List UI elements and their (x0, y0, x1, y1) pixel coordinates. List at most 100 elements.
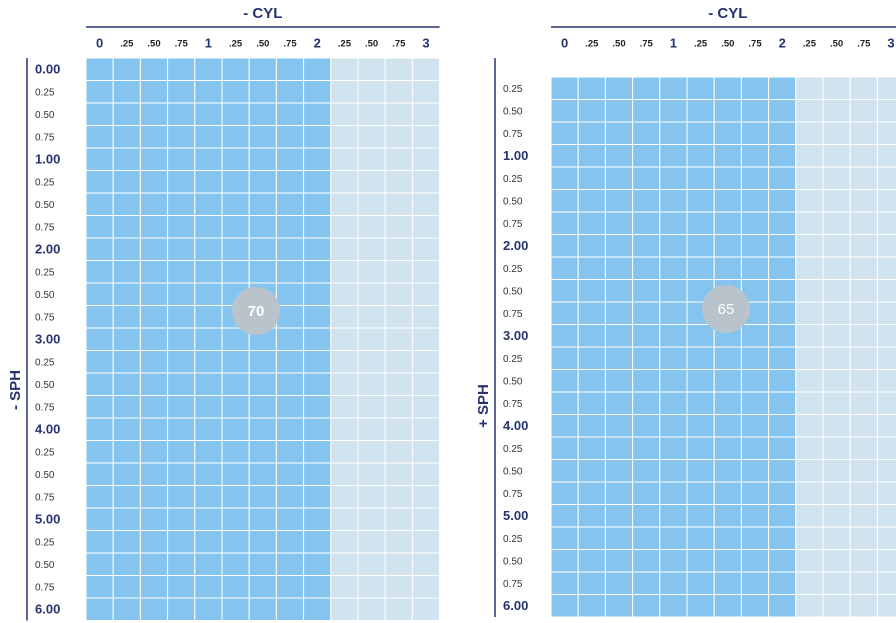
cell (550, 594, 579, 618)
cell (303, 395, 332, 419)
row-label: 0.25 (35, 357, 55, 368)
column-label: .75 (392, 39, 406, 50)
cell (221, 552, 250, 576)
cell (686, 549, 715, 573)
cell (768, 504, 797, 528)
cell (167, 170, 196, 194)
cell (167, 440, 196, 464)
cell (849, 549, 878, 573)
cell (659, 594, 688, 618)
cell (85, 125, 114, 149)
row-label: 0.25 (35, 267, 55, 278)
cell (849, 121, 878, 145)
cell (112, 282, 141, 306)
row-label: 4.00 (503, 418, 528, 433)
cell (330, 327, 359, 351)
cell (795, 166, 824, 190)
cell (384, 440, 413, 464)
cell (221, 507, 250, 531)
cell (221, 350, 250, 374)
cell (768, 189, 797, 213)
cell (139, 80, 169, 104)
row-label: 0.75 (503, 579, 523, 590)
cell (275, 417, 305, 441)
cell (577, 504, 606, 528)
cell (357, 372, 386, 396)
cell (740, 211, 770, 235)
cell (849, 76, 878, 100)
cell (577, 369, 606, 393)
cell (849, 346, 878, 370)
cell (849, 166, 878, 190)
cell (221, 485, 250, 509)
cell (357, 485, 386, 509)
cell (330, 530, 359, 554)
cell (357, 80, 386, 104)
cell (795, 189, 824, 213)
cell (85, 192, 114, 216)
cell (876, 279, 896, 303)
cell (876, 594, 896, 618)
cell (303, 597, 332, 621)
cell (768, 549, 797, 573)
cell (139, 305, 169, 329)
cell (139, 597, 169, 621)
cell (795, 571, 824, 595)
cell (604, 481, 634, 505)
cell (686, 571, 715, 595)
cell (330, 260, 359, 284)
cell (550, 571, 579, 595)
cell (795, 279, 824, 303)
cell (659, 526, 688, 550)
cell (357, 147, 386, 171)
cell (221, 215, 250, 239)
cell (112, 305, 141, 329)
column-label: .50 (256, 39, 269, 50)
cell (275, 215, 305, 239)
cell (795, 369, 824, 393)
cell (577, 414, 606, 438)
cell (713, 166, 742, 190)
cell (194, 597, 223, 621)
column-label: 0 (96, 35, 103, 50)
cell (330, 305, 359, 329)
cell (876, 391, 896, 415)
cell (822, 234, 851, 258)
row-label: 0.75 (35, 132, 55, 143)
cell (740, 121, 770, 145)
cell (604, 301, 634, 325)
column-label: .75 (857, 39, 871, 50)
cell (411, 215, 441, 239)
cell (659, 279, 688, 303)
cell (303, 282, 332, 306)
cell (112, 215, 141, 239)
cell (112, 395, 141, 419)
cell (384, 372, 413, 396)
cell (167, 395, 196, 419)
cell (194, 215, 223, 239)
cell (85, 417, 114, 441)
cell (221, 372, 250, 396)
cell (577, 234, 606, 258)
cell (768, 234, 797, 258)
cell (876, 526, 896, 550)
cell (248, 102, 277, 126)
cell (139, 260, 169, 284)
cell (632, 166, 661, 190)
cell (275, 282, 305, 306)
cell (740, 324, 770, 348)
cell (357, 215, 386, 239)
column-label: .50 (830, 39, 843, 50)
cell (659, 234, 688, 258)
cell (822, 189, 851, 213)
cell (577, 211, 606, 235)
cell (876, 144, 896, 168)
cell (139, 170, 169, 194)
cell (384, 125, 413, 149)
cell (768, 346, 797, 370)
cell (139, 215, 169, 239)
cell (221, 395, 250, 419)
cell (384, 282, 413, 306)
cell (221, 530, 250, 554)
cell (139, 417, 169, 441)
